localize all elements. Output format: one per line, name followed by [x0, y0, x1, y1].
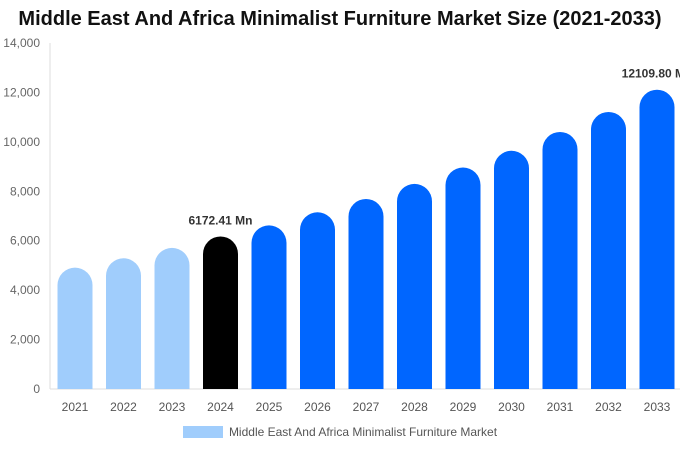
bar-2030	[494, 150, 529, 389]
bar-2026	[300, 212, 335, 389]
y-tick-label: 14,000	[3, 36, 40, 50]
bar-2027	[348, 198, 384, 389]
legend-label: Middle East And Africa Minimalist Furnit…	[228, 425, 498, 439]
bar-2021	[57, 267, 93, 389]
x-tick-label: 2021	[62, 400, 89, 414]
bar-2033	[639, 89, 675, 390]
x-tick-label: 2032	[595, 400, 622, 414]
x-tick-label: 2028	[401, 400, 428, 414]
y-tick-label: 10,000	[3, 135, 40, 149]
bar-2028	[397, 183, 432, 389]
bar-2029	[445, 167, 481, 389]
y-tick-label: 4,000	[10, 283, 40, 297]
data-label-2024: 6172.41 Mn	[188, 213, 252, 227]
bar-2031	[542, 131, 578, 389]
x-tick-label: 2022	[110, 400, 137, 414]
x-tick-label: 2027	[353, 400, 380, 414]
data-label-2033: 12109.80 Mn	[622, 67, 680, 81]
legend: Middle East And Africa Minimalist Furnit…	[0, 425, 680, 439]
x-tick-label: 2031	[547, 400, 574, 414]
bar-2022	[106, 258, 141, 389]
y-tick-label: 8,000	[10, 184, 40, 198]
bar-2024	[203, 236, 238, 389]
bar-2025	[251, 225, 287, 389]
y-tick-label: 6,000	[10, 234, 40, 248]
bar-2032	[591, 111, 626, 390]
bar-2023	[154, 247, 190, 389]
x-tick-label: 2030	[498, 400, 525, 414]
y-tick-label: 12,000	[3, 85, 40, 99]
y-tick-label: 2,000	[10, 333, 40, 347]
x-tick-label: 2033	[644, 400, 671, 414]
x-tick-label: 2024	[207, 400, 234, 414]
chart-title: Middle East And Africa Minimalist Furnit…	[18, 8, 662, 30]
y-tick-label: 0	[33, 382, 40, 396]
x-tick-label: 2026	[304, 400, 331, 414]
legend-swatch	[182, 426, 223, 438]
x-tick-label: 2025	[256, 400, 283, 414]
x-tick-label: 2023	[159, 400, 186, 414]
x-tick-label: 2029	[450, 400, 477, 414]
